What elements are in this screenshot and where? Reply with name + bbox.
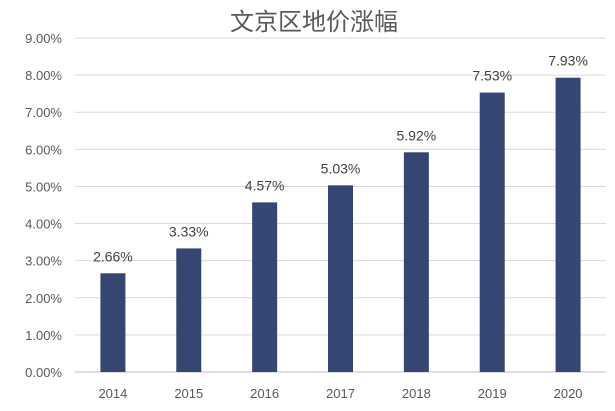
x-tick-label: 2020 bbox=[554, 386, 583, 401]
y-tick-label: 6.00% bbox=[25, 142, 62, 157]
data-label: 5.03% bbox=[321, 160, 361, 176]
y-tick-label: 0.00% bbox=[25, 365, 62, 380]
y-tick-label: 9.00% bbox=[25, 31, 62, 46]
data-label: 3.33% bbox=[169, 223, 209, 239]
y-tick-label: 1.00% bbox=[25, 328, 62, 343]
y-tick-label: 7.00% bbox=[25, 105, 62, 120]
x-tick-label: 2019 bbox=[478, 386, 507, 401]
bar-2020 bbox=[555, 77, 581, 372]
bar-2017 bbox=[328, 185, 353, 372]
y-tick-label: 2.00% bbox=[25, 291, 62, 306]
y-tick-label: 3.00% bbox=[25, 254, 62, 269]
x-tick-label: 2016 bbox=[250, 386, 279, 401]
data-label: 7.53% bbox=[472, 68, 512, 84]
bar-2016 bbox=[252, 202, 278, 372]
x-tick-label: 2018 bbox=[402, 386, 431, 401]
chart-title: 文京区地价涨幅 bbox=[230, 8, 398, 36]
data-label: 4.57% bbox=[245, 177, 285, 193]
bar-2014 bbox=[100, 273, 126, 372]
y-tick-label: 4.00% bbox=[25, 217, 62, 232]
bar-2019 bbox=[479, 92, 505, 372]
x-tick-label: 2014 bbox=[98, 386, 127, 401]
bar-2018 bbox=[403, 152, 429, 372]
y-tick-label: 8.00% bbox=[25, 68, 62, 83]
data-label: 7.93% bbox=[548, 53, 588, 69]
bar-2015 bbox=[176, 248, 202, 372]
data-label: 5.92% bbox=[397, 127, 437, 143]
y-tick-label: 5.00% bbox=[25, 179, 62, 194]
x-tick-label: 2015 bbox=[174, 386, 203, 401]
x-tick-label: 2017 bbox=[326, 386, 355, 401]
data-label: 2.66% bbox=[93, 248, 133, 264]
